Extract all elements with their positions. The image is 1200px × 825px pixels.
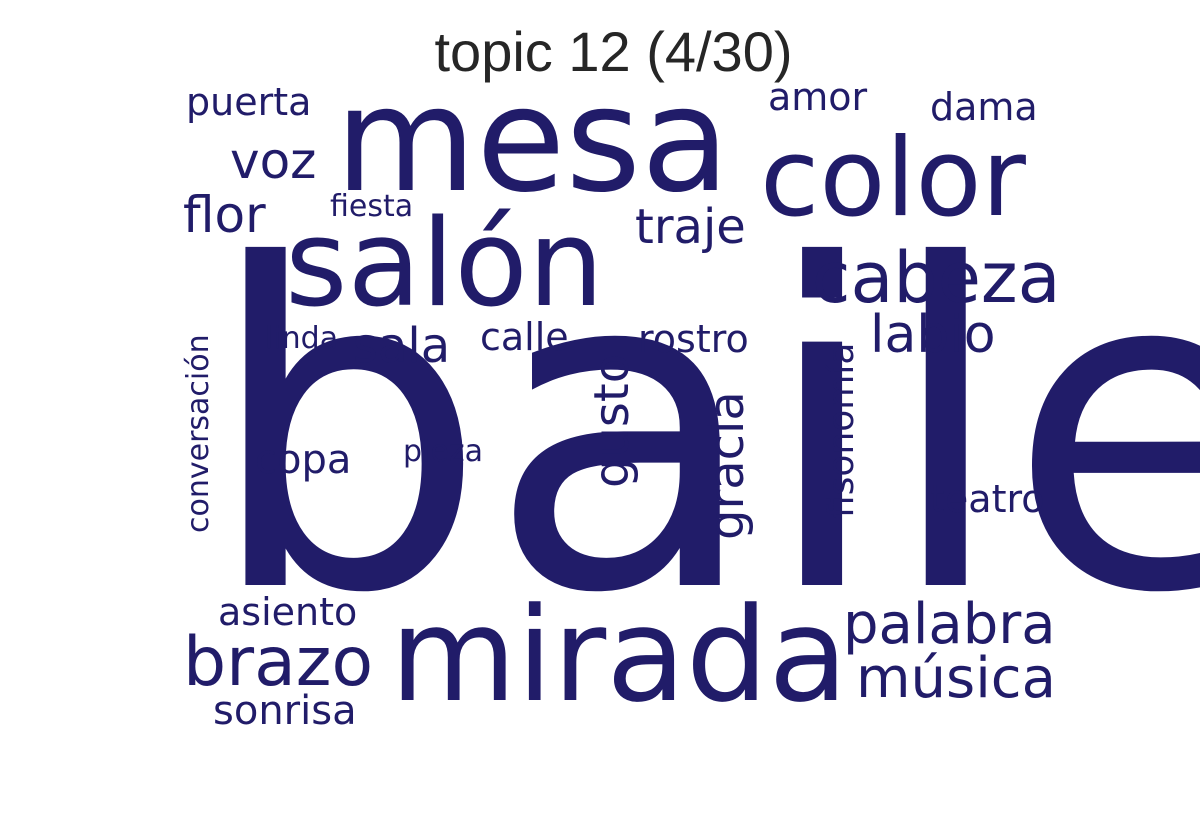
cloud-word-rostro: rostro (638, 317, 749, 361)
cloud-word-copa: copa (255, 437, 351, 483)
cloud-word-sonrisa: sonrisa (213, 688, 357, 734)
cloud-word-brazo: brazo (183, 623, 373, 702)
cloud-word-amor: amor (768, 75, 868, 119)
cloud-word-mesa: mesa (335, 56, 730, 225)
cloud-word-calle: calle (480, 315, 569, 359)
cloud-word-flor: flor (183, 186, 266, 244)
cloud-word-sala: sala (353, 318, 450, 374)
cloud-word-gracia: gracia (699, 391, 755, 540)
cloud-word-conversación: conversación (181, 334, 216, 533)
cloud-word-pieza: pieza (403, 434, 483, 469)
cloud-word-gusto: gusto (584, 354, 640, 488)
cloud-word-mirada: mirada (390, 579, 848, 731)
cloud-word-salón: salón (285, 195, 604, 334)
cloud-word-asiento: asiento (218, 590, 357, 634)
cloud-word-puerta: puerta (186, 80, 311, 124)
cloud-word-cabeza: cabeza (812, 237, 1061, 319)
cloud-word-palabra: palabra (843, 592, 1056, 657)
cloud-word-música: música (856, 646, 1056, 711)
cloud-word-linda: linda (265, 321, 338, 356)
cloud-word-baile: baile (205, 172, 1200, 690)
cloud-word-color: color (760, 116, 1027, 241)
cloud-word-teatro: teatro (930, 477, 1045, 521)
cloud-word-fisonomía: fisonomía (821, 343, 862, 518)
cloud-word-traje: traje (635, 199, 746, 255)
cloud-word-labio: labio (870, 305, 996, 365)
cloud-word-fiesta: fiesta (330, 189, 413, 224)
chart-title: topic 12 (4/30) (434, 20, 793, 83)
cloud-word-voz: voz (230, 132, 316, 190)
cloud-word-dama: dama (930, 85, 1038, 129)
